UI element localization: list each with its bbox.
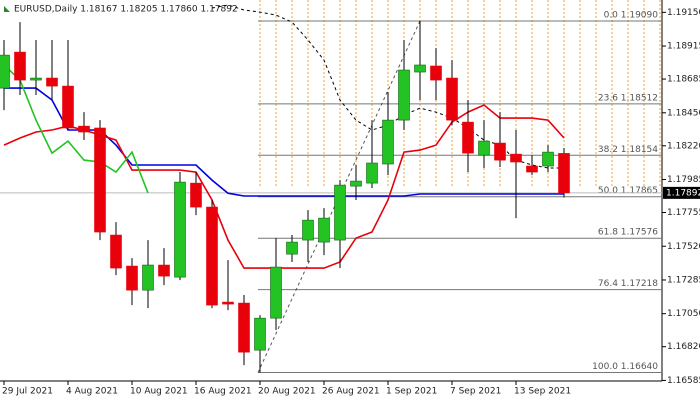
chart-title: EURUSD,Daily 1.18167 1.18205 1.17860 1.1…: [14, 5, 238, 15]
candle-body: [526, 165, 538, 173]
candle-body: [0, 54, 10, 89]
candle-body: [14, 51, 26, 81]
candle-body: [46, 77, 58, 87]
y-tick-label: 1.19150: [667, 8, 700, 18]
candle-body: [462, 121, 474, 154]
y-tick-label: 1.18915: [667, 42, 700, 52]
candle-body: [414, 64, 426, 73]
x-tick-label: 4 Aug 2021: [66, 387, 118, 397]
x-tick-label: 7 Sep 2021: [450, 387, 501, 397]
candle-body: [206, 206, 218, 306]
current-price-box: [663, 186, 700, 199]
candle-body: [334, 184, 346, 241]
candle-body: [350, 180, 362, 187]
y-tick-label: 1.18220: [667, 141, 700, 151]
candle-body: [318, 217, 330, 243]
fib-label: 38.2 1.18154: [598, 145, 658, 155]
candle-body: [126, 265, 138, 291]
x-tick-label: 29 Jul 2021: [2, 387, 53, 397]
candle-body: [270, 266, 282, 319]
x-tick-label: 10 Aug 2021: [130, 387, 188, 397]
current-price-label: 1.17892: [666, 188, 700, 198]
y-tick-label: 1.17755: [667, 208, 700, 218]
candle-body: [30, 77, 42, 81]
candle-body: [190, 182, 202, 208]
x-tick-label: 16 Aug 2021: [194, 387, 252, 397]
candle-body: [558, 153, 570, 194]
y-tick-label: 1.17050: [667, 309, 700, 319]
candle-body: [510, 153, 522, 163]
fib-label: 23.6 1.18512: [598, 93, 658, 103]
x-tick-label: 20 Aug 2021: [258, 387, 316, 397]
candle-body: [62, 85, 74, 129]
fib-label: 61.8 1.17576: [598, 228, 658, 238]
indicator-line: [3, 64, 149, 194]
candle-body: [158, 264, 170, 277]
y-tick-label: 1.16820: [667, 342, 700, 352]
candle-body: [222, 301, 234, 305]
fib-label: 50.0 1.17865: [598, 186, 658, 196]
fib-label: 76.4 1.17218: [598, 279, 658, 289]
candle-body: [542, 151, 554, 167]
y-tick-label: 1.17520: [667, 242, 700, 252]
candle-body: [142, 264, 154, 291]
candle-body: [286, 241, 298, 255]
x-tick-label: 26 Aug 2021: [322, 387, 380, 397]
candle-body: [366, 162, 378, 184]
candle-body: [78, 125, 90, 133]
candle-body: [238, 302, 250, 353]
y-tick-label: 1.18685: [667, 75, 700, 85]
candle-body: [94, 127, 106, 233]
fib-label: 100.0 1.16640: [592, 362, 658, 372]
y-tick-label: 1.16585: [667, 376, 700, 386]
candle-body: [302, 219, 314, 241]
candle-body: [174, 181, 186, 278]
candle-body: [398, 69, 410, 121]
y-tick-label: 1.17985: [667, 175, 700, 185]
candle-body: [478, 140, 490, 156]
candle-body: [494, 142, 506, 161]
x-tick-label: 13 Sep 2021: [514, 387, 571, 397]
x-tick-label: 1 Sep 2021: [386, 387, 437, 397]
candle-body: [254, 317, 266, 351]
candle-body: [382, 119, 394, 165]
y-tick-label: 1.17285: [667, 275, 700, 285]
fib-label: 0.0 1.19090: [604, 10, 659, 20]
candle-body: [110, 234, 122, 269]
symbol-icon: [4, 6, 10, 12]
candle-body: [446, 77, 458, 121]
y-tick-label: 1.18450: [667, 108, 700, 118]
candle-body: [430, 65, 442, 81]
